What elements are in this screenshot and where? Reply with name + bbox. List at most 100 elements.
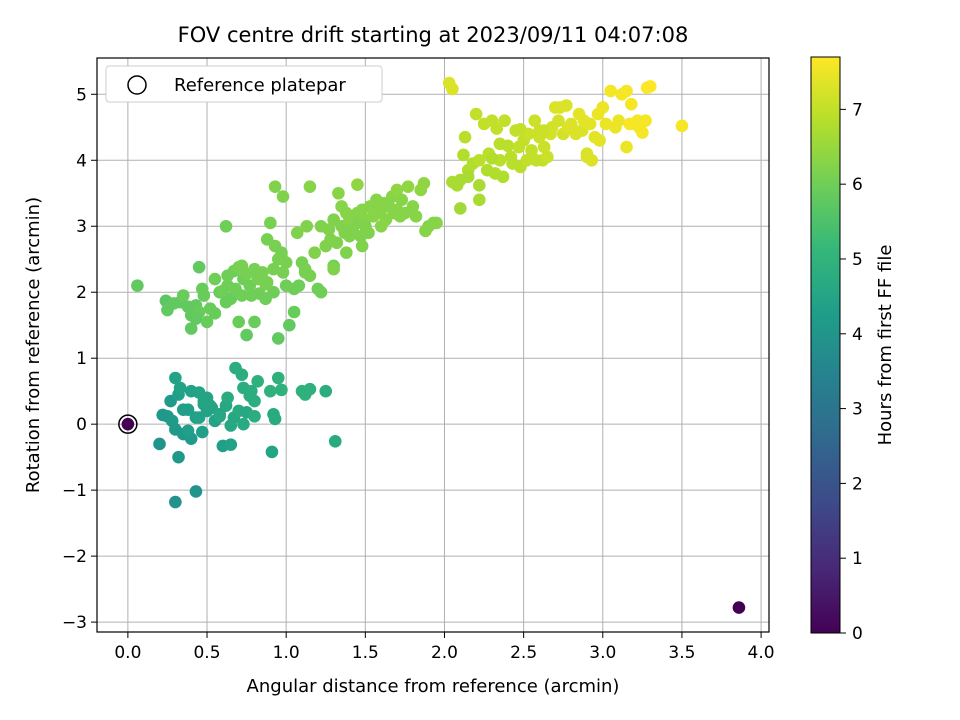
data-point (251, 374, 264, 388)
data-point (219, 219, 233, 233)
x-tick-label: 0.5 (193, 643, 220, 663)
data-point (351, 178, 364, 191)
data-point (604, 84, 617, 98)
x-tick-label: 1.5 (352, 643, 379, 663)
data-point (409, 210, 423, 223)
data-point (260, 276, 274, 289)
data-point (446, 175, 459, 189)
data-point (235, 259, 249, 273)
data-point (153, 437, 166, 451)
y-tick-label: 0 (76, 415, 87, 435)
data-point (197, 289, 211, 302)
data-point (395, 193, 409, 207)
data-point (552, 114, 565, 127)
data-point (537, 140, 551, 154)
x-tick-label: 3.5 (668, 643, 695, 663)
data-point (203, 399, 217, 412)
y-tick-label: −2 (62, 547, 87, 567)
reference-platepar-marker (118, 414, 138, 434)
data-point (131, 279, 144, 292)
data-point (458, 130, 472, 144)
colorbar-tick-label: 6 (852, 175, 863, 195)
y-tick-label: 1 (76, 349, 87, 369)
data-point (248, 315, 261, 329)
data-point (643, 80, 657, 93)
data-point (636, 126, 649, 139)
data-point (176, 289, 190, 302)
data-point (355, 239, 369, 253)
data-point (176, 403, 190, 416)
legend-label: Reference platepar (174, 75, 346, 96)
data-point (639, 114, 652, 127)
data-point (172, 450, 185, 464)
data-point (332, 186, 345, 200)
data-point (362, 226, 375, 240)
colorbar-tick-label: 3 (852, 400, 863, 420)
data-point (593, 134, 606, 147)
colorbar-label: Hours from first FF file (875, 245, 896, 446)
data-point (267, 285, 280, 299)
colorbar-tick-label: 2 (852, 474, 863, 494)
data-point (560, 99, 573, 112)
data-point (265, 445, 279, 459)
data-point (473, 179, 486, 192)
data-point (473, 193, 486, 207)
colorbar-tick-label: 1 (852, 549, 863, 569)
colorbar (810, 56, 841, 634)
y-axis-ticks: −3 −2 −1 0 1 2 3 4 5 (62, 85, 97, 633)
y-tick-label: −3 (62, 613, 87, 633)
data-point (121, 417, 135, 431)
data-point (184, 322, 198, 335)
data-point (580, 150, 594, 164)
data-point (419, 224, 432, 238)
data-point (275, 246, 288, 259)
data-point (287, 305, 301, 319)
y-tick-label: 4 (76, 151, 87, 171)
y-tick-label: 3 (76, 217, 87, 237)
data-point (493, 137, 507, 151)
data-point (298, 266, 312, 279)
data-point (319, 384, 333, 398)
data-point (224, 292, 238, 306)
colorbar-tick-label: 4 (852, 325, 863, 345)
data-point (401, 180, 415, 193)
data-point (596, 101, 610, 114)
data-point (240, 328, 253, 342)
data-point (335, 200, 348, 213)
data-point (283, 318, 296, 332)
data-point (173, 381, 187, 395)
colorbar-ticks: 0 1 2 3 4 5 6 7 (840, 100, 863, 644)
data-point (308, 246, 321, 259)
data-point (224, 438, 238, 451)
x-tick-label: 3.0 (589, 643, 616, 663)
data-point (328, 435, 342, 448)
y-tick-label: 2 (76, 283, 87, 303)
data-point (430, 216, 443, 230)
data-point (599, 117, 613, 131)
data-point (322, 223, 336, 236)
data-point (303, 382, 317, 396)
data-point (469, 107, 483, 121)
data-point (327, 262, 340, 276)
data-point (208, 307, 222, 320)
x-tick-label: 0.0 (114, 643, 141, 663)
data-point (583, 117, 597, 131)
data-point (165, 414, 179, 428)
data-point (314, 285, 328, 299)
data-point (192, 411, 206, 424)
data-points (121, 76, 746, 614)
data-point (264, 216, 277, 230)
data-point (264, 384, 277, 398)
data-point (169, 371, 182, 385)
data-point (498, 114, 511, 127)
data-point (248, 409, 261, 423)
data-point (248, 394, 261, 408)
legend: Reference platepar (105, 65, 383, 103)
x-tick-label: 1.0 (273, 643, 300, 663)
data-point (181, 424, 195, 438)
data-point (279, 256, 293, 269)
x-axis-ticks: 0.0 0.5 1.0 1.5 2.0 2.5 3.0 3.5 4.0 (114, 632, 775, 663)
data-point (271, 332, 285, 345)
data-point (473, 153, 486, 167)
data-point (235, 289, 249, 302)
